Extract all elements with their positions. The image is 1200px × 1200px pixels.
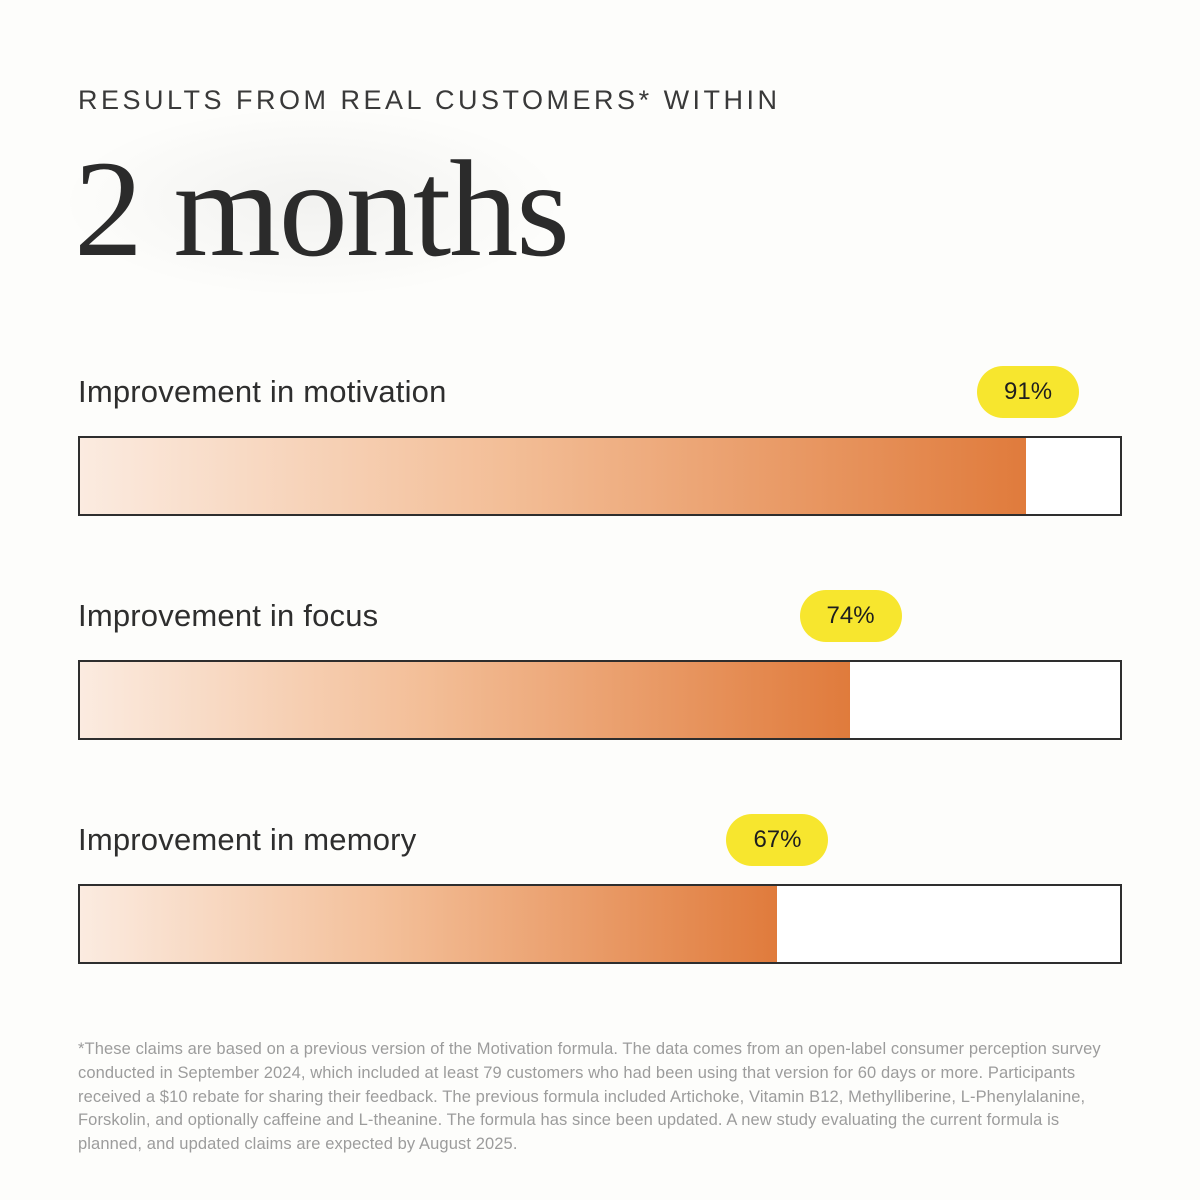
metric-label: Improvement in memory — [78, 821, 417, 857]
metric-label: Improvement in focus — [78, 597, 379, 633]
content-column: RESULTS FROM REAL CUSTOMERS* WITHIN 2 mo… — [38, 85, 1122, 1154]
bar-fill — [80, 437, 1027, 514]
title-wrap: 2 months — [38, 95, 648, 308]
eyebrow-heading: RESULTS FROM REAL CUSTOMERS* WITHIN — [78, 85, 781, 115]
bar-track — [78, 435, 1122, 516]
value-badge: 67% — [726, 813, 829, 866]
bar-fill — [80, 661, 850, 738]
bar-chart: Improvement in motivation 91% Improvemen… — [78, 365, 1122, 964]
bar-track — [78, 883, 1122, 964]
metric-header: Improvement in motivation 91% — [78, 365, 1122, 418]
metric-header: Improvement in focus 74% — [78, 589, 1122, 642]
metric-focus: Improvement in focus 74% — [78, 589, 1122, 740]
page-title: 2 months — [74, 131, 570, 285]
bar-track — [78, 659, 1122, 740]
metric-motivation: Improvement in motivation 91% — [78, 365, 1122, 516]
metric-label: Improvement in motivation — [78, 373, 447, 409]
value-badge: 74% — [799, 589, 902, 642]
value-badge: 91% — [977, 365, 1080, 418]
bar-fill — [80, 885, 777, 962]
metric-memory: Improvement in memory 67% — [78, 813, 1122, 964]
footnote-disclaimer: *These claims are based on a previous ve… — [78, 1039, 1101, 1154]
metric-header: Improvement in memory 67% — [78, 813, 1122, 866]
